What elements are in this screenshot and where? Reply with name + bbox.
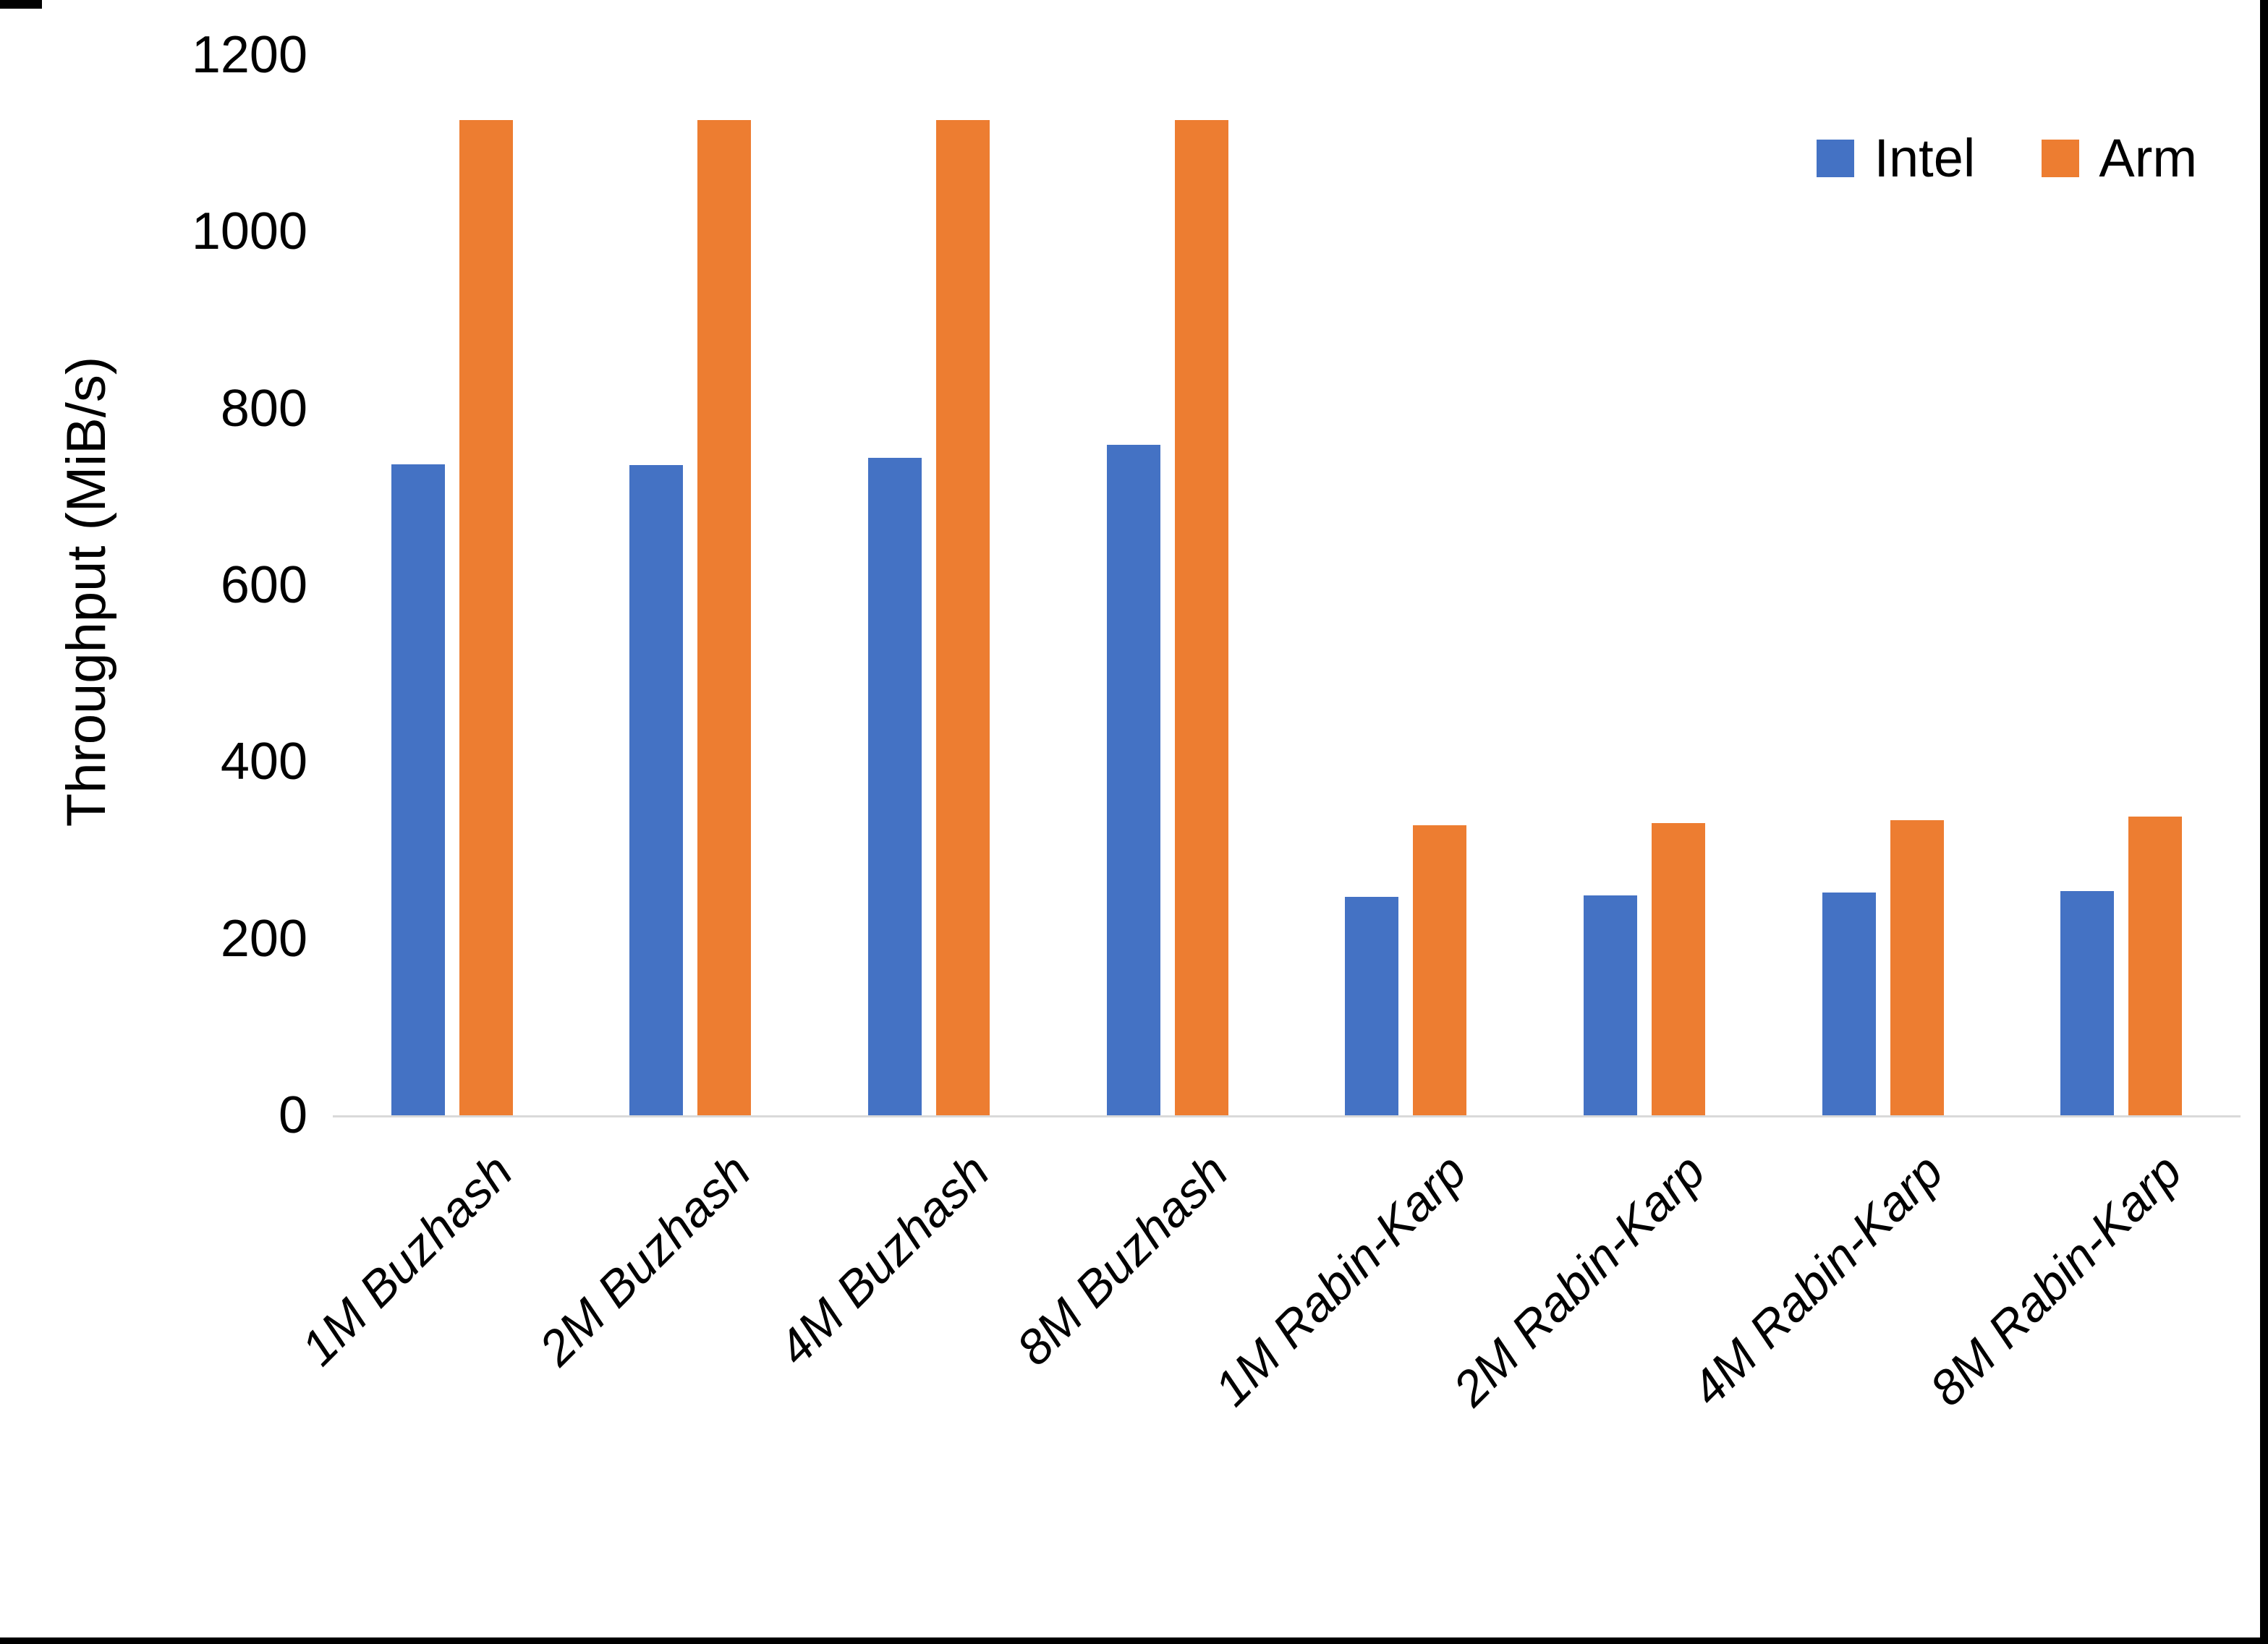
x-category-label-2m-buzhash: 2M Buzhash: [529, 1143, 762, 1376]
bar-group-2m-rabin-karp: [1525, 823, 1764, 1115]
x-category-label-4m-buzhash: 4M Buzhash: [768, 1143, 1001, 1376]
bar-group-8m-buzhash: [1048, 120, 1287, 1115]
bar-group-4m-rabin-karp: [1764, 820, 2002, 1115]
plot-area: [333, 55, 2241, 1115]
y-tick-label-0: 0: [278, 1086, 307, 1144]
legend-swatch-arm-icon: [2042, 140, 2080, 177]
bar-arm-1m-buzhash: [459, 120, 513, 1115]
y-tick-label-200: 200: [220, 909, 307, 968]
x-category-label-1m-buzhash: 1M Buzhash: [290, 1143, 523, 1376]
bar-arm-4m-rabin-karp: [1890, 820, 1944, 1115]
bar-group-1m-buzhash: [333, 120, 572, 1115]
legend-item-intel: Intel: [1817, 132, 1975, 185]
x-category-label-8m-buzhash: 8M Buzhash: [1006, 1143, 1239, 1376]
bar-intel-1m-rabin-karp: [1345, 897, 1399, 1115]
x-axis-line: [333, 1115, 2241, 1117]
x-category-label-4m-rabin-karp: 4M Rabin-Karp: [1681, 1143, 1954, 1417]
bar-arm-8m-rabin-karp: [2128, 817, 2183, 1115]
bar-intel-4m-buzhash: [868, 458, 922, 1115]
bar-arm-4m-buzhash: [936, 120, 990, 1115]
bar-arm-1m-rabin-karp: [1413, 825, 1467, 1115]
y-tick-label-800: 800: [220, 379, 307, 438]
bar-arm-2m-rabin-karp: [1651, 823, 1705, 1115]
frame-right-edge: [2260, 0, 2268, 1644]
bar-group-8m-rabin-karp: [2002, 817, 2241, 1115]
bar-group-2m-buzhash: [572, 120, 810, 1115]
legend-swatch-intel-icon: [1817, 140, 1855, 177]
bar-arm-8m-buzhash: [1174, 120, 1228, 1115]
legend-label-arm: Arm: [2099, 128, 2197, 188]
legend: Intel Arm: [1817, 132, 2197, 185]
bar-intel-2m-buzhash: [629, 465, 684, 1115]
x-category-label-8m-rabin-karp: 8M Rabin-Karp: [1919, 1143, 2193, 1417]
frame-bottom-edge: [0, 1637, 2268, 1644]
x-category-label-1m-rabin-karp: 1M Rabin-Karp: [1204, 1143, 1477, 1417]
bar-intel-2m-rabin-karp: [1583, 895, 1637, 1115]
bar-intel-8m-buzhash: [1106, 445, 1160, 1115]
legend-item-arm: Arm: [2042, 132, 2197, 185]
bar-group-1m-rabin-karp: [1287, 825, 1526, 1115]
legend-label-intel: Intel: [1874, 128, 1976, 188]
y-tick-label-1200: 1200: [191, 26, 307, 84]
bar-intel-1m-buzhash: [391, 464, 445, 1115]
y-tick-label-1000: 1000: [191, 203, 307, 261]
y-tick-label-600: 600: [220, 556, 307, 614]
y-tick-label-400: 400: [220, 733, 307, 791]
x-category-label-2m-rabin-karp: 2M Rabin-Karp: [1442, 1143, 1715, 1417]
bar-group-4m-buzhash: [810, 120, 1048, 1115]
bar-arm-2m-buzhash: [697, 120, 752, 1115]
bar-intel-8m-rabin-karp: [2060, 891, 2115, 1115]
bar-intel-4m-rabin-karp: [1822, 893, 1876, 1115]
frame-top-left-segment: [0, 0, 42, 9]
